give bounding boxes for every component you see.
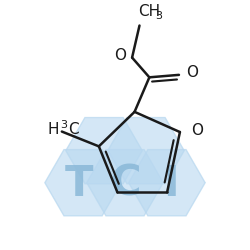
Text: CH: CH xyxy=(138,4,160,19)
Text: T: T xyxy=(65,163,94,205)
Polygon shape xyxy=(87,150,163,216)
Text: 3: 3 xyxy=(60,120,67,130)
Text: 3: 3 xyxy=(155,11,162,21)
Text: O: O xyxy=(186,65,198,80)
Text: C: C xyxy=(111,163,142,205)
Polygon shape xyxy=(129,150,205,216)
Polygon shape xyxy=(45,150,121,216)
Text: I: I xyxy=(163,163,178,205)
Text: O: O xyxy=(114,48,126,63)
Polygon shape xyxy=(66,118,142,184)
Text: C: C xyxy=(68,122,79,136)
Text: O: O xyxy=(191,123,203,138)
Polygon shape xyxy=(108,118,184,184)
Text: H: H xyxy=(48,122,59,136)
